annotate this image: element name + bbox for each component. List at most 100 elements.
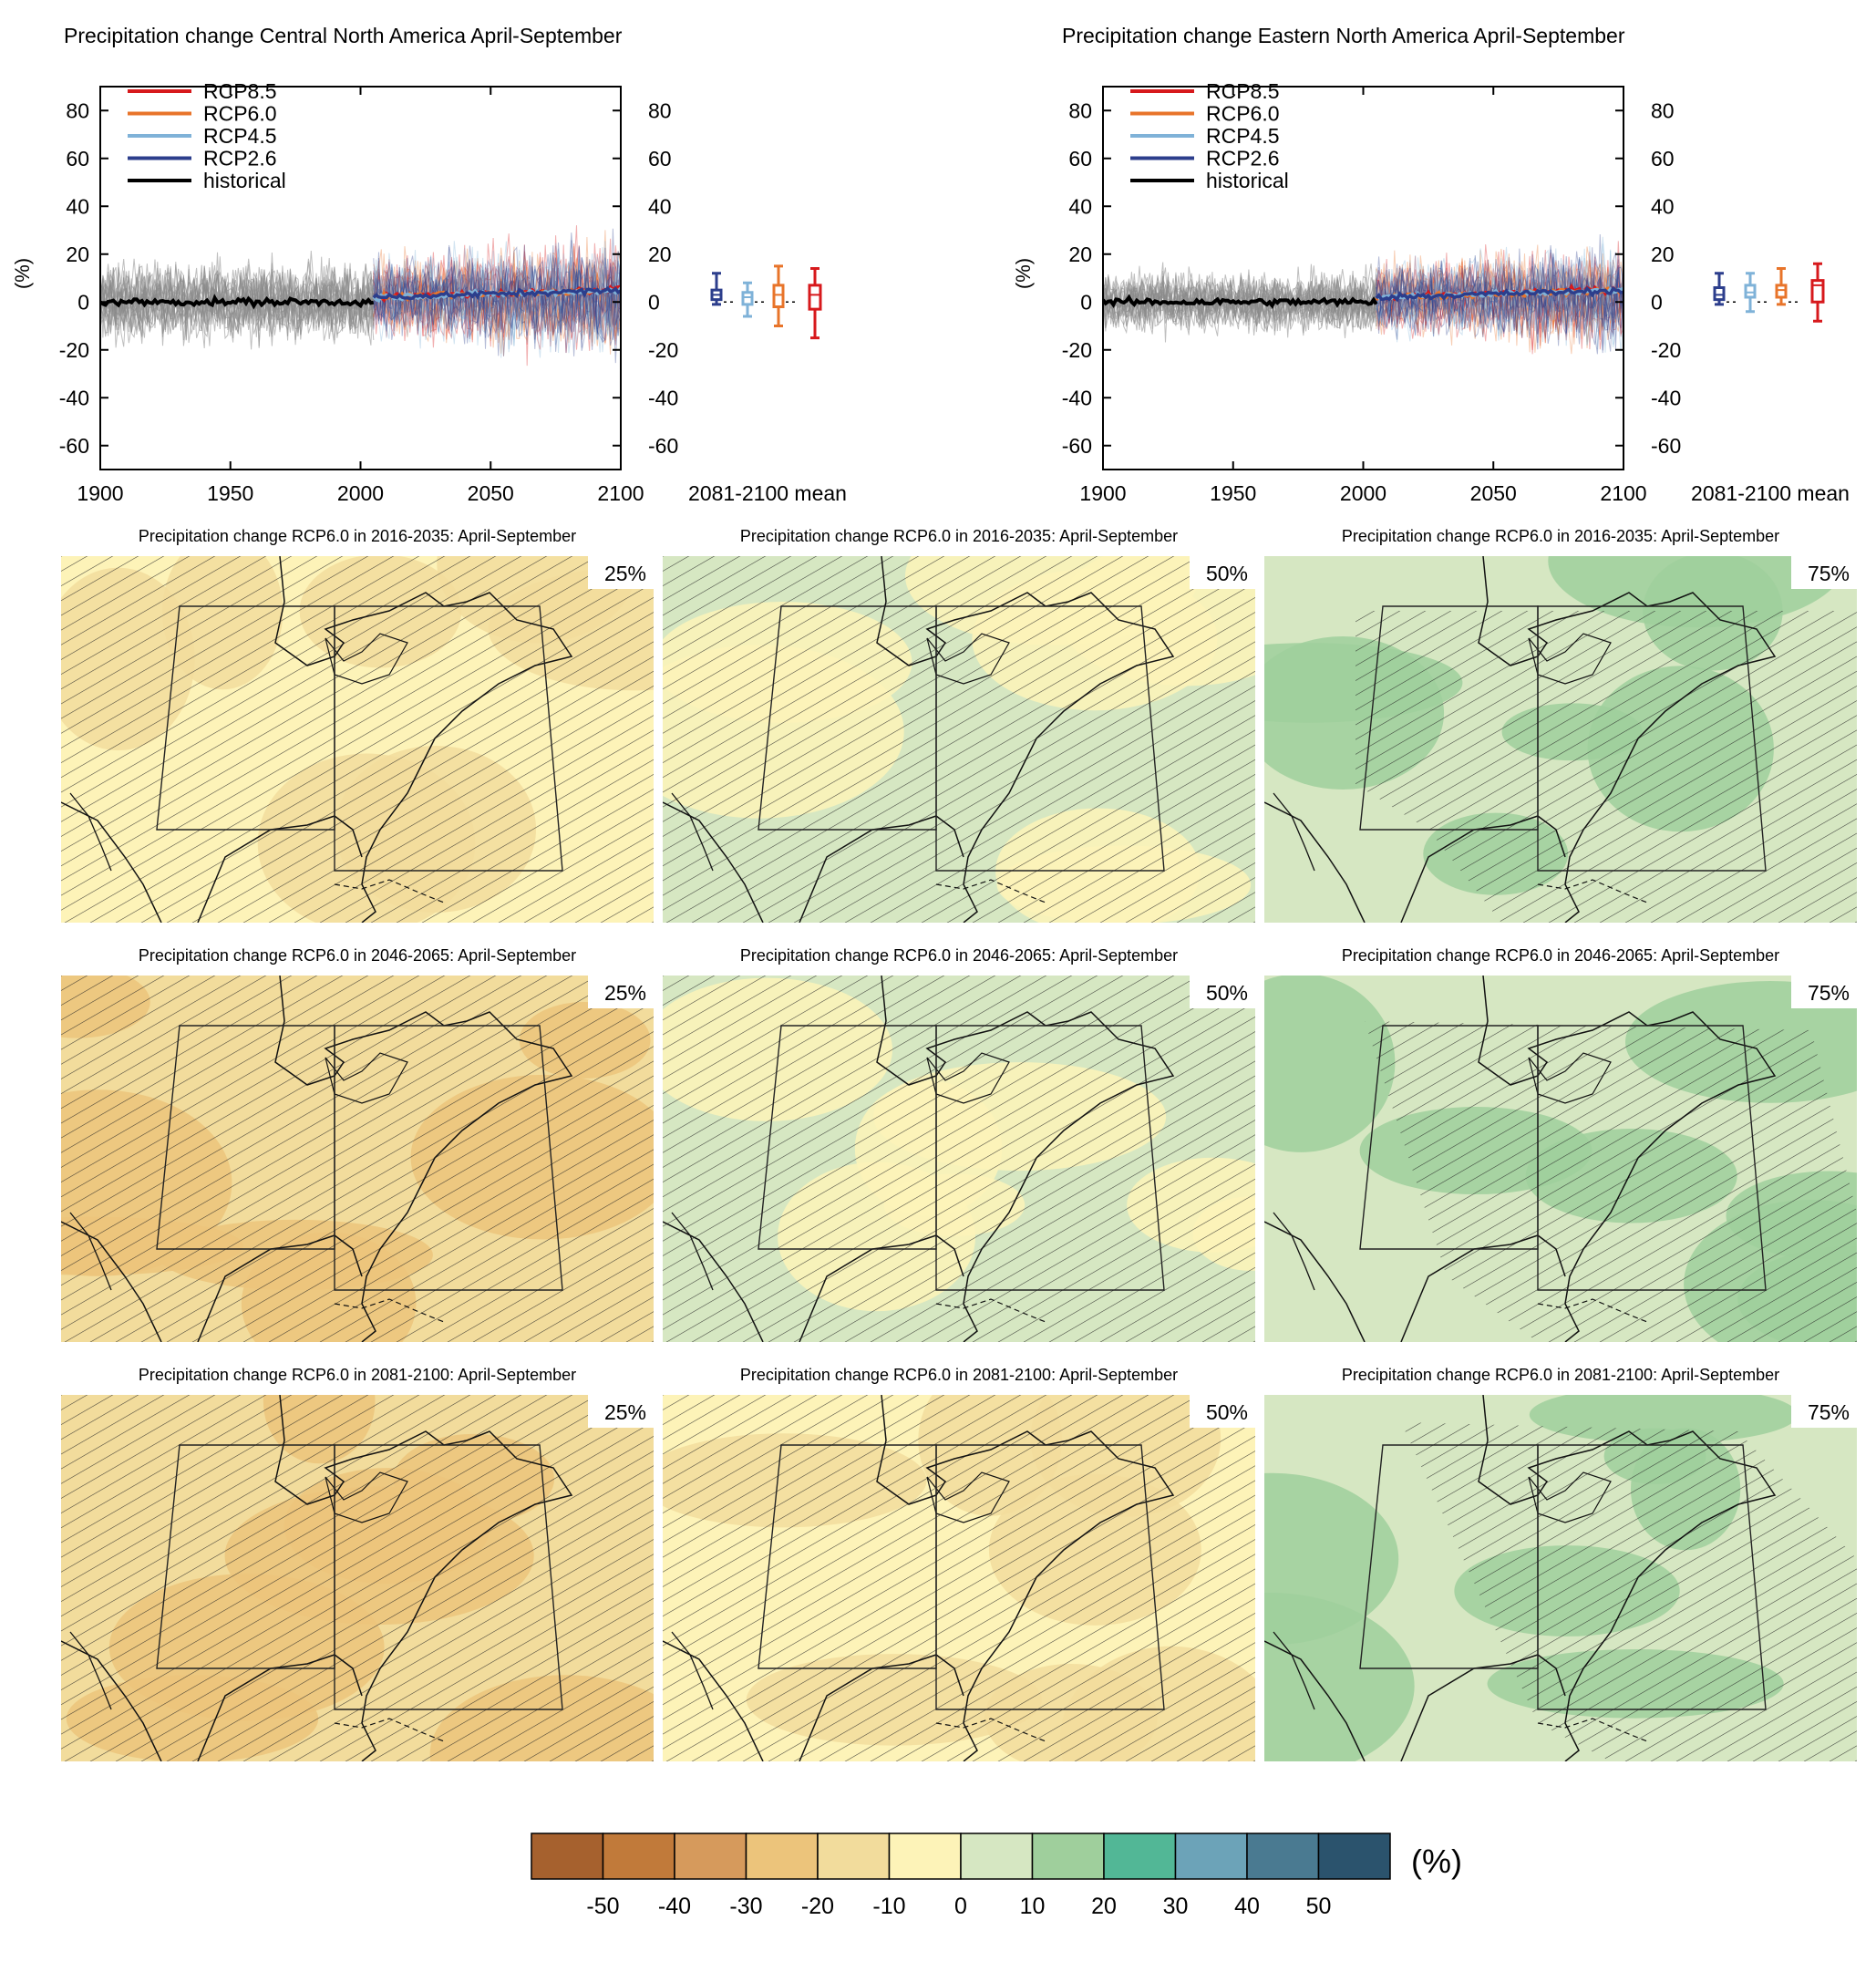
RCP4.5-member-line	[1376, 254, 1623, 346]
y-axis-label: (%)	[1012, 258, 1035, 289]
legend-label: RCP2.6	[1206, 147, 1280, 170]
colorbar-ticks: -50 -40 -30 -20 -10 0 10 20 30 40 50	[586, 1894, 1331, 1919]
RCP6.0-member-line	[373, 265, 621, 346]
map-panel: 25% Precipitation change RCP6.0 in 2046-2…	[61, 946, 654, 1342]
map-hatching	[663, 1395, 1255, 1761]
map-content	[663, 976, 1255, 1342]
boxplot-box	[772, 284, 785, 308]
RCP2.6-member-line	[1376, 252, 1623, 344]
y-tick-label-right: 40	[1651, 194, 1675, 218]
coastline-baja	[671, 1212, 714, 1291]
timeseries-title: Precipitation change Eastern North Ameri…	[1062, 24, 1625, 47]
boxplot-box	[808, 284, 822, 311]
map-anomaly-patch	[1264, 976, 1396, 1152]
legend-label: historical	[203, 169, 286, 192]
map-content	[61, 976, 654, 1342]
coastline-west	[61, 1640, 162, 1761]
RCP4.5-member-line	[1376, 257, 1623, 352]
boxplot-box	[1775, 284, 1788, 299]
y-tick-label-right: -20	[648, 338, 678, 362]
colorbar-cell	[1317, 1833, 1391, 1880]
colorbar-tick-label: 30	[1163, 1894, 1189, 1919]
RCP2.6-member-line	[373, 245, 621, 348]
RCP8.5-member-line	[373, 256, 621, 343]
y-tick-label: 0	[77, 290, 89, 314]
legend-label: RCP6.0	[1206, 102, 1280, 126]
historical-mean-line	[100, 294, 375, 310]
coastline	[1478, 1395, 1777, 1761]
map-hatching	[1365, 1021, 1857, 1342]
great-lakes	[1528, 1471, 1612, 1523]
colorbar-cell	[1246, 1833, 1320, 1880]
coastline	[274, 556, 573, 923]
great-lakes	[926, 1052, 1010, 1104]
RCP2.6-member-line	[373, 258, 621, 356]
timeseries-lines	[100, 225, 621, 367]
RCP4.5-member-line	[1376, 243, 1623, 333]
percentile-label-bg	[588, 556, 654, 589]
map-panel: 75% Precipitation change RCP6.0 in 2016-2…	[1264, 527, 1857, 923]
y-tick-label-right: 60	[648, 147, 672, 170]
great-lakes	[1528, 1052, 1612, 1104]
y-tick-label: 40	[1068, 194, 1092, 218]
map-panel: 50% Precipitation change RCP6.0 in 2046-2…	[663, 946, 1255, 1342]
map-panel: 50% Precipitation change RCP6.0 in 2081-2…	[663, 1366, 1255, 1761]
axes: -60 -60 -40 -40 -20 -20 0 0 20 20 40 40 60 60 80 80 1900…	[1062, 87, 1681, 505]
coastline	[274, 1395, 573, 1761]
map-title: Precipitation change RCP6.0 in 2081-2100…	[740, 1366, 1178, 1384]
legend-label: RCP6.0	[203, 102, 277, 126]
legend-label: RCP4.5	[1206, 124, 1280, 148]
colorbar-tick-label: 20	[1091, 1894, 1117, 1919]
map-title: Precipitation change RCP6.0 in 2046-2065…	[139, 946, 576, 965]
RCP2.6-member-line	[1376, 251, 1623, 344]
map-content	[61, 1395, 654, 1761]
legend-label: RCP8.5	[203, 79, 277, 103]
RCP6.0-member-line	[1376, 244, 1623, 346]
historical-member-line	[100, 264, 375, 341]
coastline	[1478, 556, 1777, 923]
colorbar-cell	[1031, 1833, 1105, 1880]
y-tick-label: -40	[1062, 386, 1092, 409]
map-title: Precipitation change RCP6.0 in 2016-2035…	[1342, 527, 1779, 545]
map-content	[1264, 1395, 1857, 1761]
RCP4.5-member-line	[373, 251, 621, 353]
y-tick-label-right: 20	[648, 243, 672, 266]
percentile-label-bg	[1791, 976, 1857, 1008]
colorbar-tick-label: 0	[954, 1894, 967, 1919]
RCP2.6-member-line	[1376, 247, 1623, 355]
y-tick-label-right: 0	[648, 290, 660, 314]
percentile-label: 75%	[1808, 1400, 1850, 1424]
colorbar-cell	[1103, 1833, 1177, 1880]
ena-region-box	[1537, 1025, 1767, 1291]
legend-label: RCP2.6	[203, 147, 277, 170]
x-tick-label: 2100	[597, 481, 644, 505]
y-tick-label-right: -40	[1651, 386, 1681, 409]
map-hatching	[663, 976, 1255, 1342]
y-tick-label-right: -20	[1651, 338, 1681, 362]
RCP2.6-member-line	[373, 228, 621, 356]
map-hatching	[663, 556, 1255, 923]
coastline-west	[1264, 1640, 1366, 1761]
RCP8.5-member-line	[373, 243, 621, 345]
percentile-label: 25%	[604, 1400, 646, 1424]
timeseries-panel-eastern: Precipitation change Eastern North Ameri…	[1012, 24, 1850, 505]
ena-region-box	[935, 1444, 1165, 1710]
colorbar-cell	[745, 1833, 819, 1880]
y-tick-label-right: 0	[1651, 290, 1663, 314]
RCP8.5-member-line	[1376, 263, 1623, 335]
percentile-label-bg	[1190, 556, 1255, 589]
x-tick-label: 2050	[1470, 481, 1517, 505]
boxplots-2081-2100	[710, 264, 822, 340]
gulf-coastline	[197, 1654, 363, 1761]
coastline-west	[663, 1640, 764, 1761]
colorbar-tick-label: -40	[658, 1894, 691, 1919]
percentile-label-bg	[1190, 976, 1255, 1008]
coastline-west	[663, 801, 764, 923]
RCP6.0-member-line	[373, 245, 621, 356]
coastline-baja	[671, 1631, 714, 1710]
y-tick-label: 80	[66, 98, 89, 122]
coastline	[876, 1395, 1175, 1761]
coastline	[274, 976, 573, 1342]
RCP2.6-member-line	[373, 240, 621, 364]
